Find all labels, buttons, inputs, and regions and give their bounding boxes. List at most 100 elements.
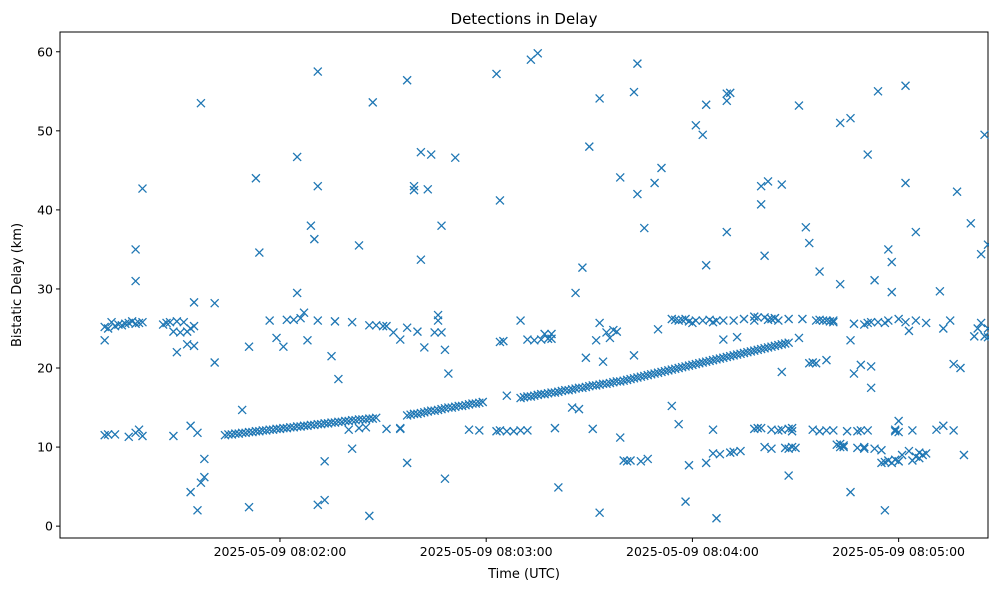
data-point (736, 349, 745, 359)
data-point (749, 312, 759, 322)
data-point (426, 150, 436, 160)
data-point (646, 369, 656, 379)
data-point (684, 460, 694, 470)
data-point (949, 426, 959, 435)
data-point (883, 244, 893, 254)
data-point (543, 334, 553, 344)
data-point (773, 340, 783, 350)
data-point (492, 69, 501, 79)
data-point (272, 333, 281, 343)
data-point (440, 345, 450, 355)
data-point (402, 75, 412, 85)
data-point (866, 361, 876, 371)
data-point (416, 255, 426, 265)
data-point (725, 448, 735, 458)
data-point (595, 93, 605, 103)
data-point (368, 414, 378, 424)
data-point (677, 315, 687, 325)
data-point (873, 86, 883, 96)
data-point (921, 448, 931, 458)
data-point (811, 358, 821, 368)
data-point (103, 429, 113, 439)
data-point (622, 375, 632, 385)
data-point (969, 331, 979, 341)
data-point (753, 423, 763, 433)
data-point (131, 244, 141, 254)
data-point (402, 323, 412, 333)
data-point (763, 315, 773, 325)
data-point (701, 260, 711, 270)
data-point (516, 426, 526, 435)
data-point (292, 152, 302, 162)
data-point (956, 363, 965, 373)
data-point (887, 287, 897, 297)
data-point (395, 424, 405, 434)
data-point (495, 337, 505, 347)
data-point (478, 397, 488, 407)
data-point (650, 369, 660, 379)
data-point (821, 426, 831, 435)
data-point (811, 316, 821, 326)
data-point (347, 317, 357, 327)
data-point (612, 327, 622, 337)
data-point (577, 383, 587, 393)
data-point (461, 400, 471, 410)
data-point (402, 458, 412, 468)
data-point (196, 478, 206, 488)
data-point (763, 176, 773, 186)
data-point (725, 351, 735, 361)
data-point (952, 187, 962, 197)
data-point (516, 393, 526, 403)
data-point (502, 426, 512, 436)
data-point (694, 358, 704, 368)
data-point (134, 425, 144, 435)
data-point (138, 317, 147, 327)
y-axis-label: Bistatic Delay (km) (10, 223, 25, 347)
data-point (402, 410, 412, 420)
y-tick-label: 20 (37, 361, 53, 376)
data-point (567, 403, 577, 413)
data-point (708, 425, 718, 435)
data-point (787, 426, 797, 436)
data-point (729, 350, 739, 360)
data-point (653, 368, 663, 378)
data-point (670, 315, 680, 325)
data-point (681, 361, 691, 371)
data-point (522, 426, 532, 435)
data-point (876, 458, 886, 468)
data-point (667, 401, 677, 411)
data-point (722, 352, 732, 362)
data-point (278, 342, 288, 352)
data-point (412, 409, 422, 419)
data-point (498, 336, 508, 346)
data-point (409, 185, 419, 195)
data-point (708, 355, 718, 365)
data-point (433, 310, 443, 320)
data-point (980, 331, 989, 341)
data-point (595, 508, 605, 518)
data-point (354, 241, 364, 250)
data-point (863, 318, 873, 328)
data-point (588, 424, 598, 434)
data-point (959, 450, 969, 460)
data-point (577, 263, 587, 273)
data-point (571, 288, 581, 298)
data-point (103, 324, 113, 333)
data-point (705, 356, 715, 366)
data-point (639, 371, 649, 381)
plot-area-frame (59, 31, 989, 539)
data-point (567, 384, 577, 394)
data-point (753, 345, 763, 355)
data-point (718, 353, 728, 363)
data-point (842, 426, 852, 436)
data-point (622, 456, 632, 466)
data-point (821, 355, 831, 365)
x-tick-label: 2025-05-09 08:04:00 (626, 544, 759, 559)
data-point (749, 346, 759, 356)
data-point (371, 413, 381, 423)
data-point (794, 101, 804, 110)
data-point (553, 387, 563, 397)
data-point (674, 316, 684, 326)
data-point (615, 433, 625, 443)
data-point (100, 430, 110, 440)
